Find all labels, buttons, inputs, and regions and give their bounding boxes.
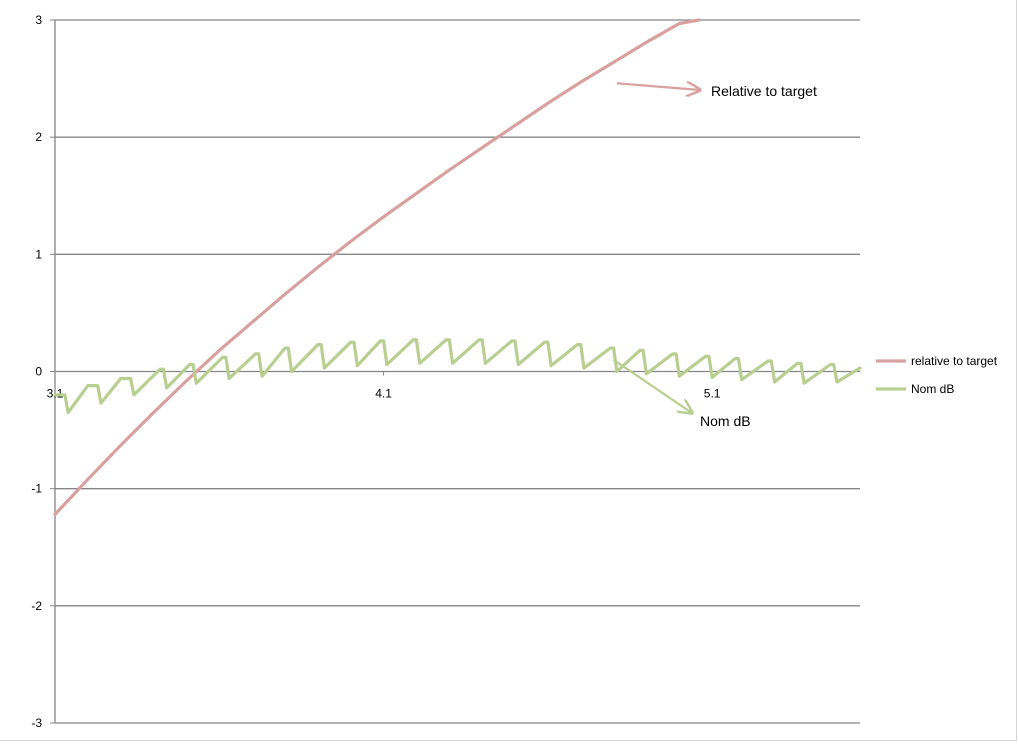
- y-tick-label: -1: [31, 482, 42, 496]
- y-tick-label: 3: [35, 13, 42, 27]
- gridlines: [55, 19, 860, 724]
- legend-label-nom-db: Nom dB: [911, 382, 954, 396]
- annotation-arrow-relative-to-target: [616, 83, 700, 90]
- y-tick-label: -2: [31, 599, 42, 613]
- y-tick-label: 1: [35, 247, 42, 261]
- y-tick-label: 0: [35, 365, 42, 379]
- annotation-label-nom-db: Nom dB: [700, 413, 751, 429]
- annotations: Relative to target Nom dB: [612, 83, 817, 429]
- legend: relative to target Nom dB: [876, 354, 998, 396]
- y-tick-label: 2: [35, 130, 42, 144]
- annotation-label-relative-to-target: Relative to target: [711, 83, 817, 99]
- annotation-arrow-nom-db: [612, 358, 692, 413]
- series-line-relative-to-target: [53, 18, 701, 517]
- y-tick-label: -3: [31, 716, 42, 730]
- x-tick-label: 4.1: [375, 387, 392, 401]
- legend-label-relative-to-target: relative to target: [911, 354, 998, 368]
- series-lines: [53, 18, 862, 517]
- series-line-nom-db: [53, 338, 862, 415]
- x-tick-label: 5.1: [704, 387, 721, 401]
